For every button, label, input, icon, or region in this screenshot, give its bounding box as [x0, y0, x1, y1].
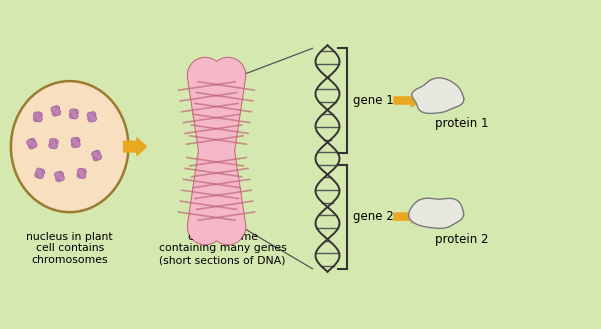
Text: protein 2: protein 2	[435, 233, 489, 246]
Polygon shape	[412, 78, 464, 114]
Polygon shape	[409, 198, 463, 228]
FancyArrow shape	[394, 210, 421, 223]
Ellipse shape	[11, 81, 129, 212]
Text: protein 1: protein 1	[435, 117, 489, 130]
FancyArrow shape	[394, 94, 421, 107]
Text: nucleus in plant
cell contains
chromosomes: nucleus in plant cell contains chromosom…	[26, 232, 113, 265]
FancyArrow shape	[124, 138, 147, 156]
Text: chromosome
containing many genes
(short sections of DNA): chromosome containing many genes (short …	[159, 232, 287, 265]
Text: gene 2: gene 2	[353, 210, 394, 223]
Text: gene 1: gene 1	[353, 94, 394, 107]
